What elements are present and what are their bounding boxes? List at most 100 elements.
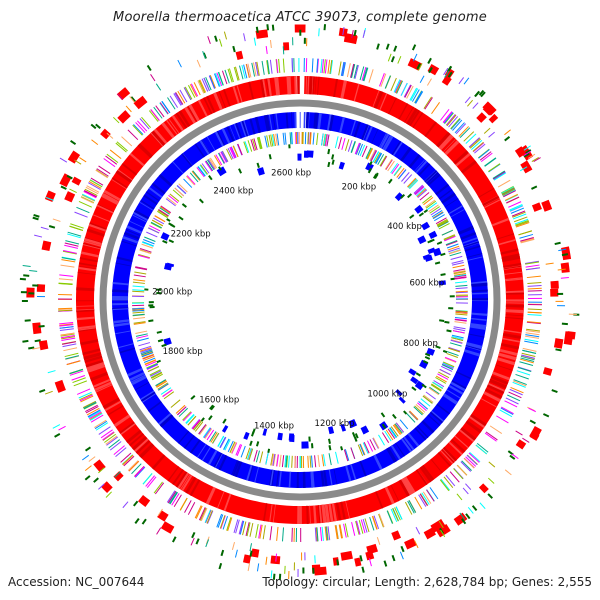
reverse-cog-mark: [142, 241, 154, 247]
reverse-cog-mark: [354, 142, 360, 155]
forward-cog-mark: [105, 155, 118, 165]
forward-cog-mark: [85, 186, 99, 195]
forward-cds-arrow: [498, 238, 516, 246]
reverse-cds-arrow: [455, 371, 472, 380]
reverse-cds-arrow: [140, 199, 155, 210]
reverse-cog-mark: [136, 335, 149, 339]
reverse-cog-mark: [444, 357, 457, 363]
inner-gc-mark: [446, 329, 452, 333]
gc-mark: [249, 550, 253, 557]
forward-cds-arrow: [248, 81, 255, 100]
tick-mark: [267, 448, 271, 453]
reverse-cog-mark: [247, 448, 252, 460]
forward-cds-arrow: [172, 469, 184, 486]
forward-cog-mark: [497, 179, 511, 188]
forward-cog-mark: [509, 388, 523, 396]
reverse-cog-mark: [454, 321, 467, 324]
inner-gc-mark: [252, 428, 256, 434]
forward-cog-mark: [63, 347, 78, 352]
forward-cds-arrow: [223, 493, 232, 512]
reverse-cog-mark: [211, 432, 220, 444]
outer-feature-arrow: [482, 101, 497, 116]
reverse-cog-mark: [231, 442, 238, 454]
forward-cog-mark: [522, 349, 537, 354]
forward-cog-mark: [493, 172, 507, 181]
inner-gc-mark: [400, 193, 406, 199]
gc-mark: [555, 348, 562, 352]
reverse-cog-mark: [415, 187, 426, 197]
forward-cds-arrow: [92, 214, 110, 222]
forward-cds-arrow: [294, 76, 297, 95]
forward-cds-arrow: [492, 371, 511, 381]
reverse-cog-mark: [204, 161, 213, 172]
reverse-cog-mark: [453, 326, 466, 330]
inner-gc-mark: [157, 338, 164, 343]
forward-cog-mark: [526, 275, 541, 279]
forward-cog-mark: [439, 479, 450, 492]
forward-cog-mark: [80, 395, 94, 403]
reverse-cds-arrow: [112, 304, 129, 306]
forward-cog-mark: [515, 220, 529, 226]
reverse-cog-mark: [373, 152, 381, 164]
reverse-cds-arrow: [129, 373, 145, 382]
reverse-cds-arrow: [299, 112, 301, 129]
inner-gc-mark: [161, 343, 167, 348]
forward-cog-mark: [361, 66, 367, 81]
forward-cog-mark: [233, 66, 239, 81]
outer-feature-arrow: [100, 128, 111, 140]
reverse-cds-arrow: [255, 116, 262, 133]
reverse-cog-mark: [229, 147, 236, 159]
reverse-cog-mark: [451, 337, 464, 342]
inner-gc-mark: [148, 319, 154, 323]
forward-cog-mark: [82, 400, 96, 408]
reverse-cog-mark: [454, 273, 467, 277]
forward-cog-mark: [440, 109, 450, 121]
reverse-cds-arrow: [147, 401, 162, 412]
forward-cds-arrow: [384, 486, 395, 505]
forward-cog-mark: [179, 497, 188, 511]
forward-cog-mark: [96, 168, 109, 177]
forward-cog-mark: [450, 117, 461, 130]
reverse-cog-mark: [390, 162, 399, 174]
forward-cds-arrow: [236, 84, 243, 103]
reverse-cds-arrow: [177, 430, 190, 444]
forward-cog-mark: [521, 352, 536, 357]
reverse-cog-mark: [381, 432, 390, 443]
reverse-cds-arrow: [218, 455, 227, 470]
inner-feature-arrow: [438, 280, 446, 286]
outer-cog-mark: [253, 37, 257, 46]
reverse-cog-mark: [157, 382, 169, 390]
reverse-cds-arrow: [421, 420, 435, 434]
forward-cds-arrow: [76, 287, 95, 292]
outer-feature-arrow: [441, 75, 452, 86]
reverse-cog-mark: [197, 166, 206, 177]
reverse-cog-mark: [369, 149, 377, 162]
forward-cog-mark: [171, 493, 180, 506]
reverse-cog-mark: [155, 379, 167, 387]
reverse-cog-mark: [276, 454, 279, 467]
outer-cog-mark: [342, 27, 345, 36]
forward-cds-arrow: [314, 76, 317, 95]
forward-cog-mark: [386, 510, 393, 524]
tick-mark: [166, 218, 171, 222]
forward-cog-mark: [105, 435, 118, 445]
forward-cog-mark: [251, 62, 256, 77]
inner-gc-mark: [168, 239, 174, 244]
reverse-cds-arrow: [302, 471, 306, 488]
inner-feature-arrow: [428, 230, 438, 239]
reverse-cog-mark: [156, 380, 168, 388]
gc-mark: [428, 66, 433, 74]
reverse-cds-arrow: [438, 188, 453, 200]
gc-mark: [385, 43, 390, 50]
inner-feature-arrow: [221, 425, 229, 433]
forward-cog-mark: [448, 116, 459, 128]
outer-feature-arrow: [444, 67, 455, 79]
forward-cog-mark: [515, 221, 530, 227]
reverse-cog-mark: [450, 339, 463, 344]
forward-cog-mark: [520, 238, 535, 243]
outer-feature-arrow: [235, 50, 244, 60]
forward-cog-mark: [465, 456, 477, 467]
forward-cog-mark: [86, 407, 100, 416]
outer-cog-mark: [458, 77, 465, 85]
reverse-cog-mark: [146, 363, 158, 370]
